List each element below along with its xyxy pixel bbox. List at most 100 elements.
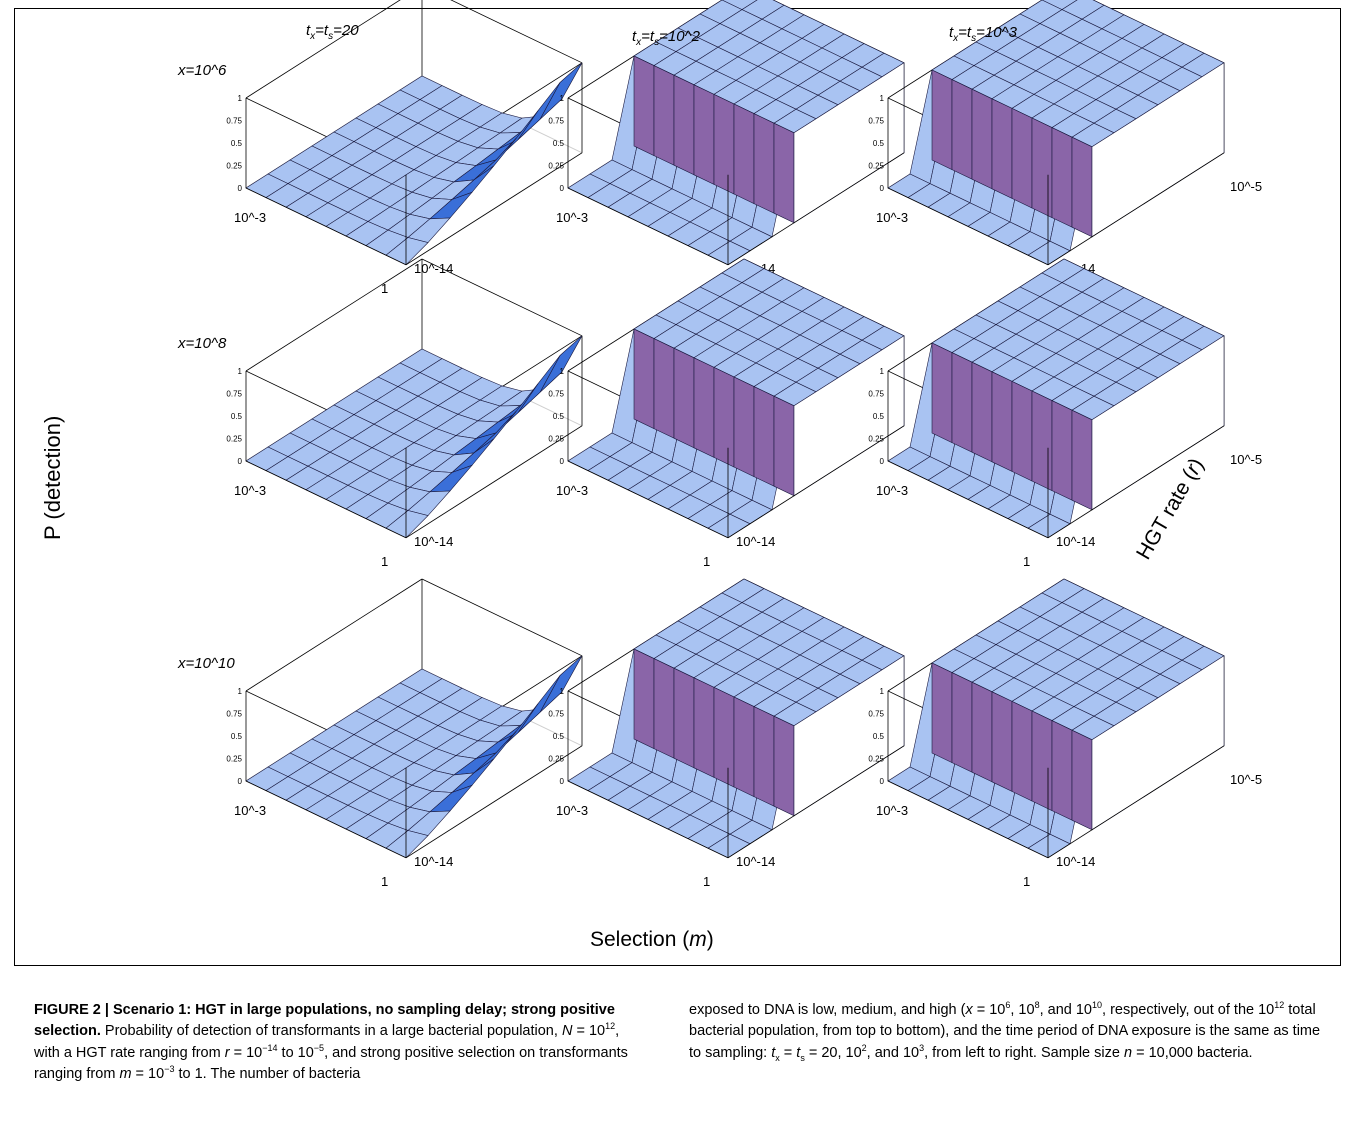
plot-r2c1-box-edge (245, 258, 423, 372)
plot-r3c2-m-tick-high: 1 (703, 874, 710, 889)
plot-r1c2-step-wall (673, 74, 695, 176)
plot-r2c3-step-wall (1051, 400, 1073, 501)
plot-r2c3-r-tick-high: 10^-5 (1230, 452, 1262, 467)
plot-r2c1-z-tick: 0 (238, 457, 243, 466)
surface-plot-grid: 1 0.75 0.5 0.25 0 10^-3 1 10^-14 10^-5 1 0.75 0.5 0.… (226, 0, 1262, 889)
plot-r1c1-z-tick: 0.25 (226, 162, 242, 171)
plot-r2c1-z-tick: 0.75 (226, 390, 242, 399)
plot-r3c3-z-tick: 0.5 (873, 732, 885, 741)
plot-r1c2-step-wall (753, 113, 775, 214)
plot-r2c1-z-tick: 1 (238, 367, 243, 376)
plot-r1c3-front-edge (1047, 152, 1225, 266)
plot-r1c2-step-wall (633, 55, 655, 157)
plot-r3c3-step-wall (1051, 720, 1073, 821)
plot-r1c3-step-wall (991, 98, 1013, 199)
plot-r1c3-z-tick: 0.25 (868, 162, 884, 171)
plot-r3c3-r-tick-low: 10^-14 (1056, 854, 1095, 869)
plot-r3c1-z-tick: 0.25 (226, 755, 242, 764)
plot-r2c2-m-tick-high: 1 (703, 554, 710, 569)
plot-r3c3-step-wall (931, 662, 953, 764)
plot-r3c3-step-wall (1011, 700, 1033, 802)
plot-r1c2-z-tick: 0.25 (548, 162, 564, 171)
plot-r2c2-r-tick-low: 10^-14 (736, 534, 775, 549)
plot-r3c3-step-wall (991, 691, 1013, 792)
plot-r1c1-surface-cell (517, 82, 561, 140)
plot-r2c2-step-wall (653, 338, 675, 439)
plot-r3c3-z-tick: 0 (880, 777, 885, 786)
plot-r3c3-m-tick-high: 1 (1023, 874, 1030, 889)
plot-r2c2-step-wall (713, 366, 735, 468)
plot-r3c1-m-tick-low: 10^-3 (234, 803, 266, 818)
plot-r3c2-step-wall (713, 686, 735, 788)
plot-r1c2-step-wall (653, 65, 675, 166)
plot-r2c2-step-wall (773, 395, 795, 497)
plot-r2c3-step-wall (1031, 390, 1053, 492)
plot-r2c3-z-tick: 0 (880, 457, 885, 466)
plot-r1c3-step-wall (1071, 136, 1093, 238)
plot-r1c3-step-wall (1051, 127, 1073, 228)
plot-r2c1-front-edge (405, 425, 583, 539)
plot-r2c2-front-edge (567, 460, 729, 539)
plot-r3c2-z-tick: 0.25 (548, 755, 564, 764)
plot-r1c2-step-wall (713, 93, 735, 195)
plot-r3c1-z-tick: 0.5 (231, 732, 243, 741)
plot-r1c3-step-wall (931, 69, 953, 171)
plot-r1c1-front-edge (245, 187, 407, 266)
plot-r3c1-z-tick: 0 (238, 777, 243, 786)
plot-r1c2-z-tick: 0.5 (553, 139, 565, 148)
plot-r1c3-step-wall (1011, 107, 1033, 209)
plot-r3c3-front-edge (887, 780, 1049, 859)
plot-r1c3-z-tick: 0 (880, 184, 885, 193)
plot-r2c2-z-tick: 0.25 (548, 435, 564, 444)
plot-r2c3-step-wall (971, 361, 993, 463)
plot-r2c3-z-tick: 0.5 (873, 412, 885, 421)
plot-r2c1-front-edge (245, 460, 407, 539)
plot-r3c2-step-wall (653, 658, 675, 759)
plot-r1c1-box-edge (245, 0, 401, 99)
plot-r2c2-step-wall (673, 347, 695, 449)
plot-r2c1-m-tick-low: 10^-3 (234, 483, 266, 498)
plot-r2c3-z-tick: 1 (880, 367, 885, 376)
plot-r1c2-z-tick: 0.75 (548, 117, 564, 126)
caption-right: exposed to DNA is low, medium, and high … (689, 1000, 1321, 1063)
plot-r2c3-step-wall (931, 342, 953, 444)
plot-r3c2-step-wall (693, 677, 715, 778)
plot-r1c3-step-wall (1031, 117, 1053, 219)
plot-r3c2-front-edge (567, 780, 729, 859)
plot-r3c1-front-edge (405, 745, 583, 859)
plot-r1c1-z-tick: 1 (238, 94, 243, 103)
plot-r3c2-step-wall (733, 696, 755, 798)
plot-r2c3-m-tick-low: 10^-3 (876, 483, 908, 498)
plot-r3c2-z-tick: 0.75 (548, 710, 564, 719)
plot-r3c3-step-wall (971, 681, 993, 783)
plot-r2c2-m-tick-low: 10^-3 (556, 483, 588, 498)
plot-r2c2-z-tick: 1 (560, 367, 565, 376)
plot-r2c2-step-wall (733, 376, 755, 478)
plot-r3c3-front-edge (1047, 745, 1225, 859)
plot-r3c3-z-tick: 0.25 (868, 755, 884, 764)
plot-r3c3-z-tick: 0.75 (868, 710, 884, 719)
plot-r1c2-step-wall (693, 84, 715, 185)
plot-r1c3-z-tick: 0.5 (873, 139, 885, 148)
plot-r3c1-surface-cell (539, 655, 583, 713)
plot-r3c1-front-edge (245, 780, 407, 859)
plot-r1c2-z-tick: 1 (560, 94, 565, 103)
plot-r2c3-z-tick: 0.25 (868, 435, 884, 444)
plot-r3c2-z-tick: 0.5 (553, 732, 565, 741)
plot-r2c3-r-tick-low: 10^-14 (1056, 534, 1095, 549)
plot-r3c2-z-tick: 0 (560, 777, 565, 786)
plot-r2c2-z-tick: 0.5 (553, 412, 565, 421)
plot-r1c1-m-tick-high: 1 (381, 281, 388, 296)
plot-r2c3-front-edge (887, 460, 1049, 539)
plot-r2c1-z-tick: 0.25 (226, 435, 242, 444)
plot-r2c3-step-wall (951, 352, 973, 453)
plot-r1c1-r-tick-low: 10^-14 (414, 261, 453, 276)
plot-r1c1-z-tick: 0.75 (226, 117, 242, 126)
row-label-3: x=10^10 (178, 655, 235, 672)
plot-r3c3-m-tick-low: 10^-3 (876, 803, 908, 818)
plot-r3c3-step-wall (951, 672, 973, 773)
caption-left: FIGURE 2 | Scenario 1: HGT in large popu… (34, 1002, 628, 1082)
plot-r2c2-step-wall (693, 357, 715, 458)
plot-r3c2-r-tick-low: 10^-14 (736, 854, 775, 869)
